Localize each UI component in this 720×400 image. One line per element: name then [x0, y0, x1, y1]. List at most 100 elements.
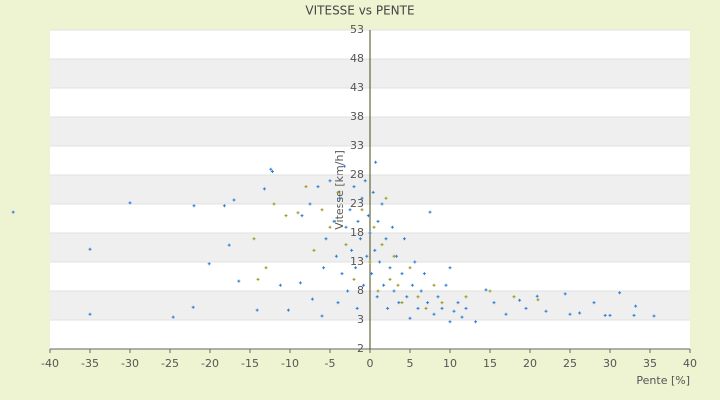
- point: [269, 167, 273, 171]
- point: [328, 225, 332, 229]
- point: [363, 179, 367, 183]
- point: [88, 247, 92, 251]
- point: [536, 298, 540, 302]
- point: [603, 313, 607, 317]
- point: [402, 237, 406, 241]
- point: [384, 196, 388, 200]
- point: [278, 283, 282, 287]
- point: [298, 281, 302, 285]
- point: [408, 266, 412, 270]
- point: [328, 179, 332, 183]
- point: [432, 283, 436, 287]
- x-tick-label: -30: [121, 357, 139, 370]
- point: [322, 266, 326, 270]
- point: [440, 306, 444, 310]
- point: [308, 202, 312, 206]
- point: [410, 283, 414, 287]
- point: [397, 301, 401, 305]
- point: [336, 190, 340, 194]
- point: [416, 295, 420, 299]
- point: [207, 262, 211, 266]
- x-tick-label: 20: [523, 357, 537, 370]
- point: [386, 306, 390, 310]
- point: [413, 260, 417, 264]
- x-tick-label: 25: [563, 357, 577, 370]
- point: [388, 266, 392, 270]
- point: [416, 306, 420, 310]
- point: [428, 210, 432, 214]
- x-tick-label: 30: [603, 357, 617, 370]
- point: [382, 283, 386, 287]
- point: [504, 312, 508, 316]
- point: [356, 219, 360, 223]
- point: [408, 316, 412, 320]
- point: [346, 289, 350, 293]
- point: [376, 219, 380, 223]
- point: [344, 243, 348, 247]
- point: [171, 315, 175, 319]
- x-tick-label: 40: [683, 357, 697, 370]
- point: [324, 237, 328, 241]
- point: [350, 248, 354, 252]
- point: [354, 266, 358, 270]
- point: [262, 187, 266, 191]
- point: [390, 225, 394, 229]
- point: [460, 315, 464, 319]
- point: [334, 254, 338, 258]
- point: [371, 190, 375, 194]
- point: [352, 277, 356, 281]
- point: [355, 306, 359, 310]
- x-tick-label: 35: [643, 357, 657, 370]
- y-tick-label: 28: [350, 168, 364, 181]
- point: [338, 196, 342, 200]
- point: [388, 277, 392, 281]
- point: [366, 214, 370, 218]
- y-tick-label: 13: [350, 255, 364, 268]
- point: [320, 208, 324, 212]
- point: [436, 295, 440, 299]
- point: [312, 248, 316, 252]
- y-axis-label: Vitesse [km/h]: [333, 150, 346, 230]
- point: [255, 308, 259, 312]
- point: [518, 298, 522, 302]
- point: [396, 283, 400, 287]
- point: [384, 237, 388, 241]
- point: [296, 211, 300, 215]
- point: [419, 289, 423, 293]
- point: [424, 306, 428, 310]
- point: [373, 248, 377, 252]
- point: [444, 283, 448, 287]
- point: [618, 291, 622, 295]
- point: [634, 304, 638, 308]
- point: [400, 301, 404, 305]
- y-tick-label: 43: [350, 81, 364, 94]
- x-tick-label: 15: [483, 357, 497, 370]
- point: [378, 260, 382, 264]
- point: [492, 301, 496, 305]
- x-tick-label: -10: [281, 357, 299, 370]
- point: [484, 288, 488, 292]
- chart-title: VITESSE vs PENTE: [305, 4, 414, 18]
- point: [270, 170, 274, 174]
- point: [300, 214, 304, 218]
- y-tick-label: 18: [350, 226, 364, 239]
- y-tick-label: 8: [357, 284, 364, 297]
- point: [464, 295, 468, 299]
- point: [342, 164, 346, 168]
- point: [332, 219, 336, 223]
- point: [272, 202, 276, 206]
- point: [375, 295, 379, 299]
- point: [191, 305, 195, 309]
- point: [456, 301, 460, 305]
- point: [348, 208, 352, 212]
- point: [316, 185, 320, 189]
- point: [310, 297, 314, 301]
- x-tick-label: -35: [81, 357, 99, 370]
- point: [440, 301, 444, 305]
- point: [368, 231, 372, 235]
- x-tick-label: 0: [367, 357, 374, 370]
- point: [544, 309, 548, 313]
- point: [304, 185, 308, 189]
- y-tick-label: 38: [350, 110, 364, 123]
- point: [432, 312, 436, 316]
